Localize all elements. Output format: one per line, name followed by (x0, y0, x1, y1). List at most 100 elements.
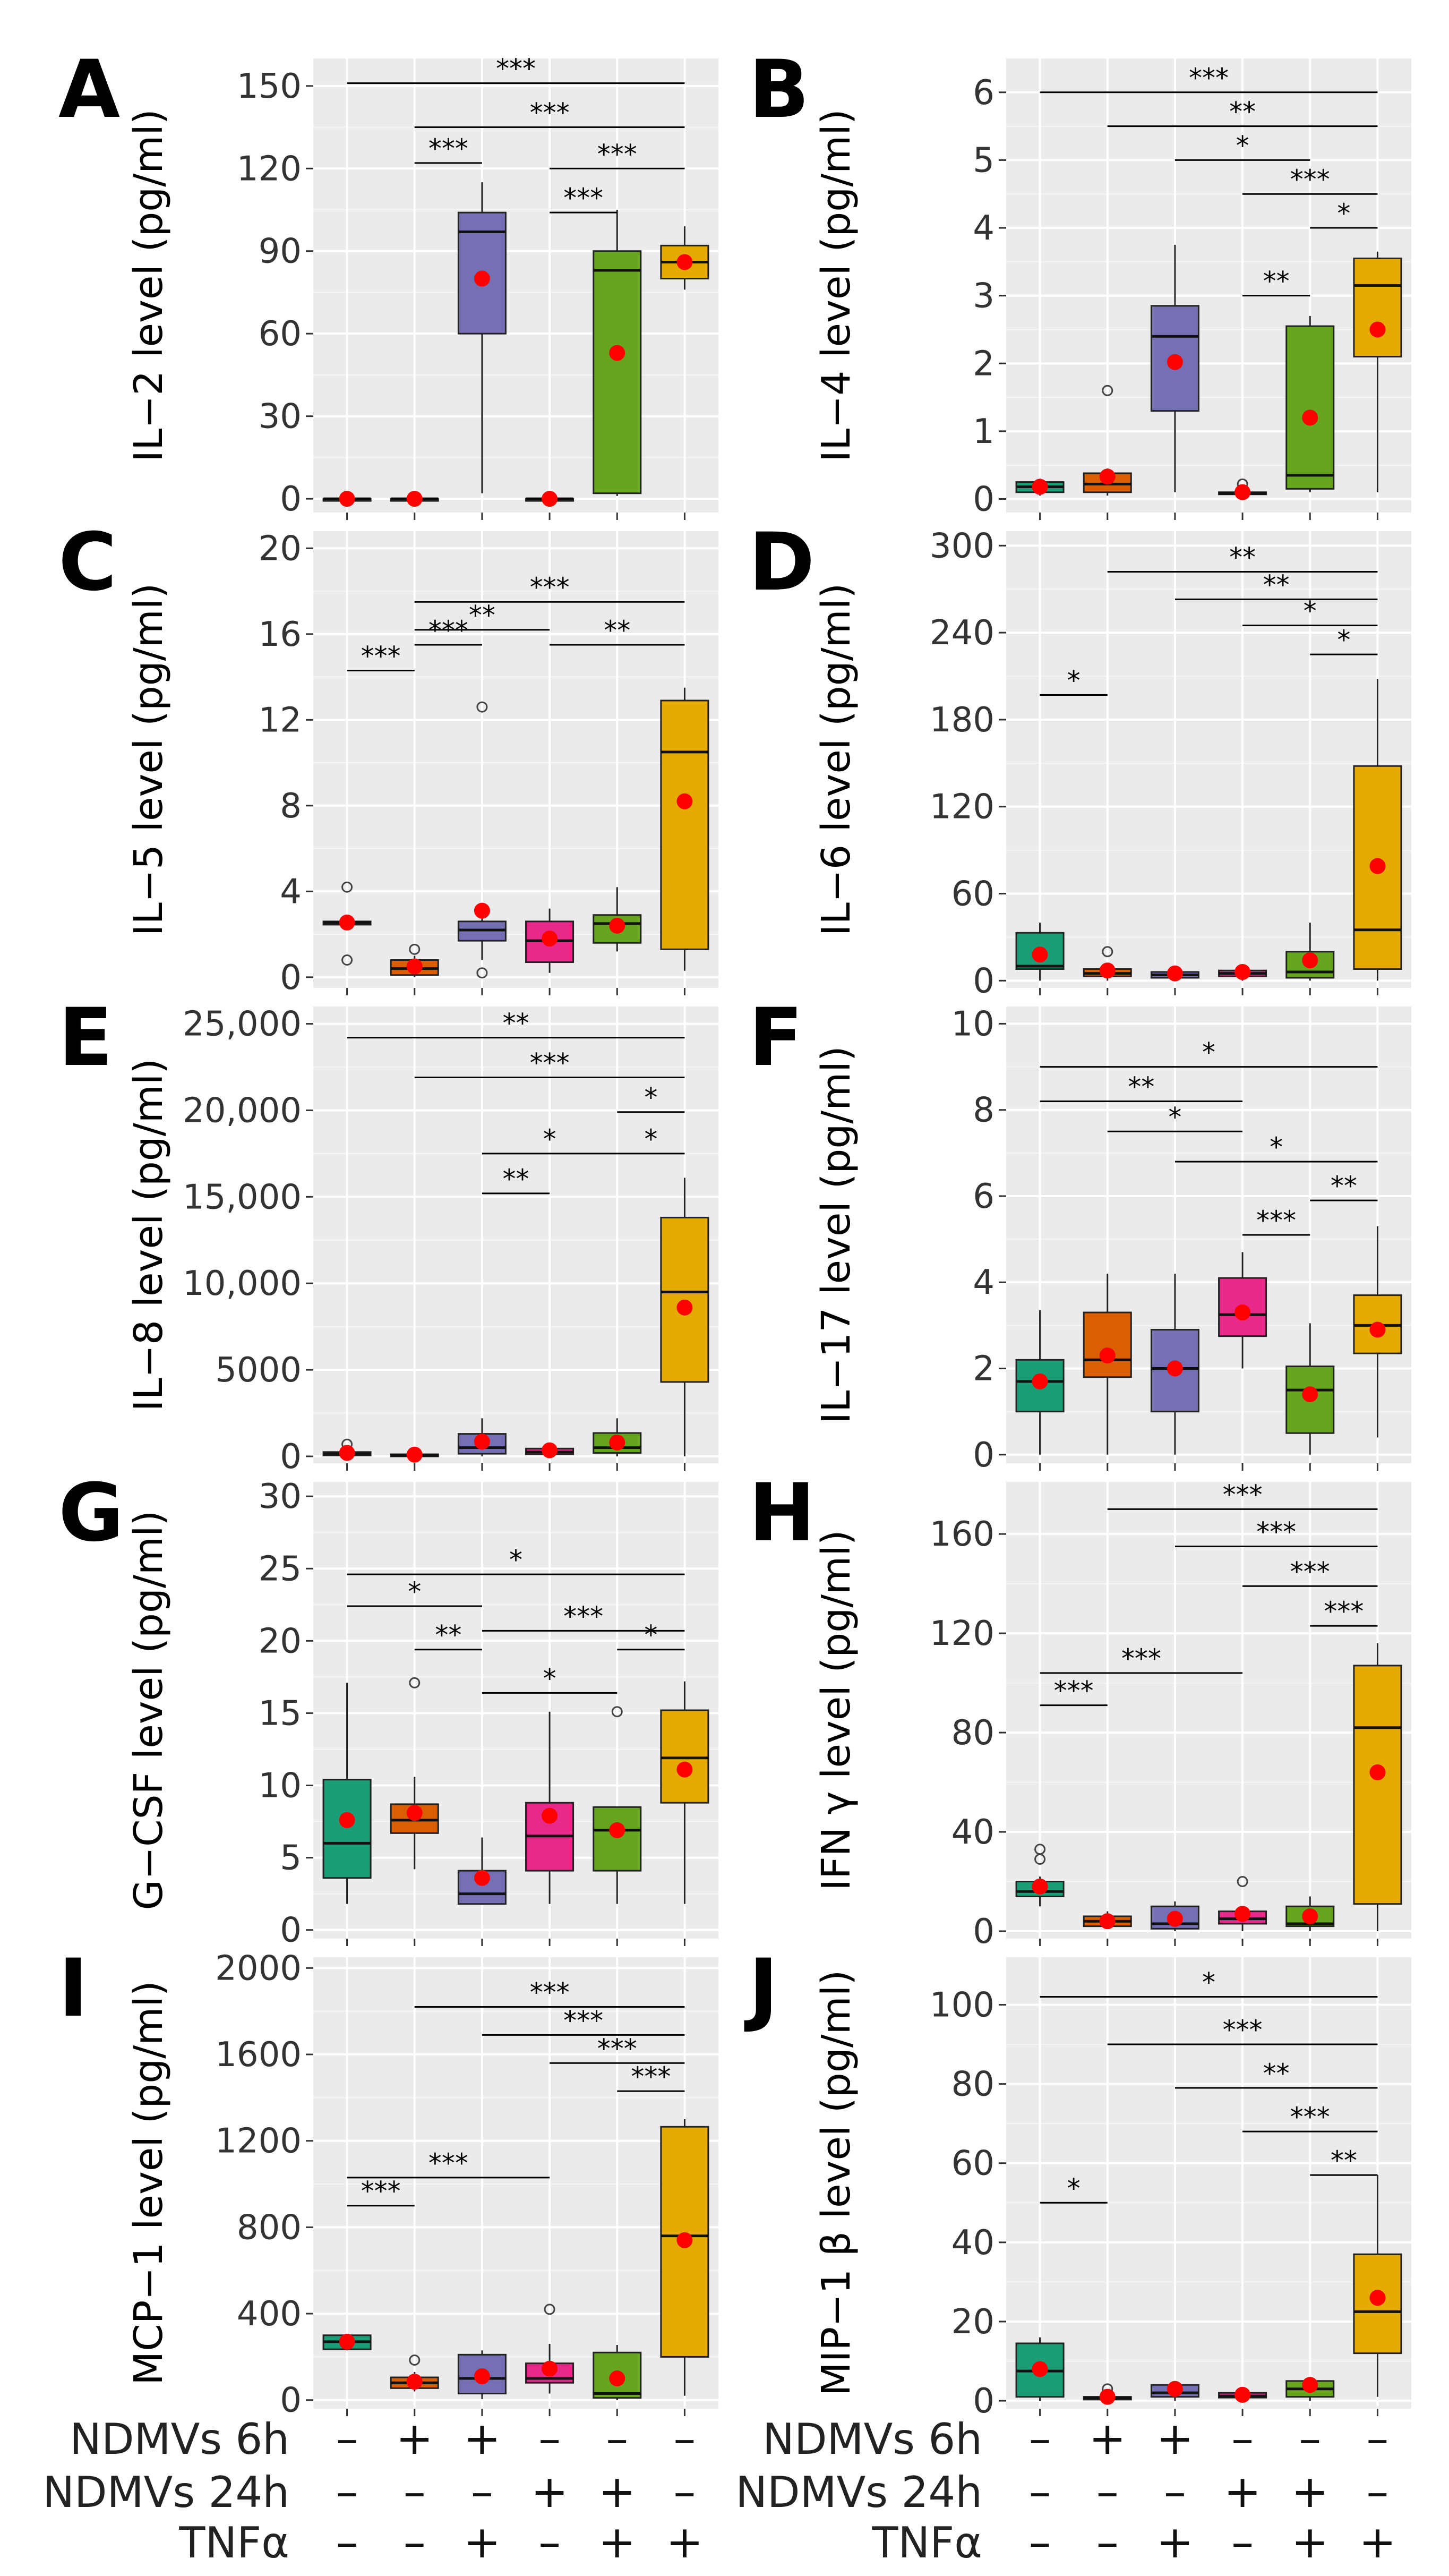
panel-c-box-group-1 (322, 881, 372, 966)
panel-f-significance-label: ** (1331, 1171, 1357, 1201)
panel-b-mean-point (1234, 484, 1251, 500)
panel-j-box-group-5 (1285, 2377, 1335, 2401)
panel-f-box-group-4 (1218, 1252, 1267, 1369)
panel-h-outlier (1034, 1844, 1046, 1855)
panel-i-ytick-label: 1200 (215, 2122, 302, 2161)
panel-d-mean-point (1302, 952, 1318, 969)
panel-h-ytick-label: 120 (930, 1614, 994, 1653)
panel-h-box-group-2 (1083, 1911, 1132, 1930)
panel-e-significance-label: * (543, 1124, 556, 1155)
panel-a-ytick-label: 30 (259, 397, 302, 437)
panel-a-significance-label: *** (428, 133, 468, 164)
panel-i-significance-label: *** (597, 2033, 637, 2064)
panel-f-ytick-label: 0 (973, 1436, 994, 1475)
panel-c-ytick-label: 12 (259, 701, 302, 740)
condition-cell: – (1164, 2466, 1186, 2518)
panel-j-significance-label: * (1067, 2173, 1081, 2204)
condition-cell: – (336, 2516, 358, 2568)
panel-a-mean-point (676, 254, 693, 270)
panel-e-mean-point (676, 1299, 693, 1316)
panel-g-box-group-5 (593, 1706, 642, 1904)
panel-g-ytick-label: 15 (259, 1694, 302, 1733)
panel-e-mean-point (339, 1445, 355, 1461)
panel-j-box-group-4 (1218, 2386, 1267, 2403)
condition-cell: – (538, 2516, 561, 2568)
panel-a-significance-label: *** (496, 54, 536, 84)
condition-cell: + (666, 2516, 703, 2568)
panel-c-ylabel: IL−5 level (pg/ml) (126, 583, 172, 936)
panel-g-box-group-4 (525, 1711, 575, 1904)
panel-g-mean-point (474, 1870, 490, 1886)
panel-b-ytick-label: 5 (973, 141, 994, 180)
panel-f-significance-label: * (1270, 1132, 1283, 1163)
panel-c-mean-point (542, 931, 558, 947)
panel-j-box-group-1 (1015, 2337, 1065, 2401)
panel-c-significance-label: *** (428, 615, 468, 646)
panel-e-ytick-label: 20,000 (183, 1091, 302, 1130)
panel-h-box (1353, 1665, 1402, 1905)
panel-b-ytick-label: 3 (973, 277, 994, 316)
panel-a-ytick-label: 120 (237, 149, 302, 189)
panel-e-background (313, 1006, 718, 1463)
panel-a-mean-point (406, 491, 423, 507)
panel-e-significance-label: * (644, 1082, 657, 1113)
panel-e-box-group-2 (390, 1446, 439, 1463)
condition-row-label: NDMVs 24h (735, 2468, 982, 2517)
panel-d-box-group-5 (1285, 923, 1335, 981)
panel-h-box-group-1 (1015, 1844, 1065, 1907)
condition-row-label: NDMVs 6h (70, 2415, 289, 2464)
panel-c-mean-point (609, 917, 625, 934)
panel-g-significance-label: *** (563, 1601, 603, 1632)
panel-i-box-group-4 (525, 2304, 575, 2394)
panel-f-significance-label: *** (1256, 1205, 1296, 1236)
panel-h-significance-label: *** (1290, 1556, 1330, 1587)
panel-i-mean-point (339, 2333, 355, 2350)
panel-j-ytick-label: 40 (951, 2223, 994, 2263)
panel-g-box-group-6 (660, 1681, 709, 1904)
panel-h-letter: H (749, 1467, 816, 1559)
panel-h-mean-point (1032, 1878, 1048, 1895)
panel-c-outlier (341, 954, 353, 966)
panel-e-box-group-3 (457, 1418, 507, 1456)
panel-b-significance-label: *** (1290, 164, 1330, 195)
panel-c-ytick-label: 16 (259, 615, 302, 654)
panel-d-mean-point (1099, 962, 1116, 979)
panel-h-mean-point (1099, 1913, 1116, 1930)
condition-row-label: TNFα (872, 2518, 982, 2568)
panel-d-ytick-label: 60 (951, 875, 994, 914)
panel-b-ytick-label: 1 (973, 412, 994, 451)
panel-d-mean-point (1234, 963, 1251, 980)
panel-a-significance-label: *** (597, 139, 637, 169)
panel-i-box-group-5 (593, 2345, 642, 2400)
condition-row-label: NDMVs 24h (42, 2468, 289, 2517)
panel-e-ytick-label: 15,000 (183, 1178, 302, 1217)
panel-h-box-group-3 (1150, 1901, 1199, 1931)
panel-h-mean-point (1369, 1764, 1386, 1780)
panel-d-box-group-3 (1150, 965, 1199, 982)
condition-cell: – (1366, 2466, 1388, 2518)
condition-cell: – (1029, 2466, 1051, 2518)
panel-g-outlier (409, 1677, 421, 1688)
panel-i-significance-label: *** (563, 2005, 603, 2036)
panel-b-significance-label: ** (1263, 266, 1290, 297)
condition-cell: – (336, 2466, 358, 2518)
condition-cell: – (1029, 2412, 1051, 2464)
panel-a-box-group-2 (390, 491, 439, 507)
panel-g-box-group-1 (322, 1683, 372, 1904)
panel-g-ytick-label: 5 (280, 1839, 302, 1878)
condition-cell: + (1156, 2412, 1194, 2464)
panel-j-ytick-label: 60 (951, 2144, 994, 2183)
panel-h-significance-label: *** (1121, 1643, 1161, 1674)
panel-g-significance-label: * (644, 1620, 657, 1651)
panel-j-ytick-label: 80 (951, 2065, 994, 2104)
panel-b-significance-label: *** (1189, 63, 1229, 93)
panel-i-mean-point (609, 2370, 625, 2387)
panel-f-box (1083, 1311, 1132, 1378)
panel-a-mean-point (609, 345, 625, 361)
panel-f-letter: F (749, 992, 803, 1084)
panel-d-significance-label: * (1067, 666, 1081, 696)
panel-d-box-group-2 (1083, 946, 1132, 981)
panel-c-significance-label: *** (361, 641, 401, 671)
